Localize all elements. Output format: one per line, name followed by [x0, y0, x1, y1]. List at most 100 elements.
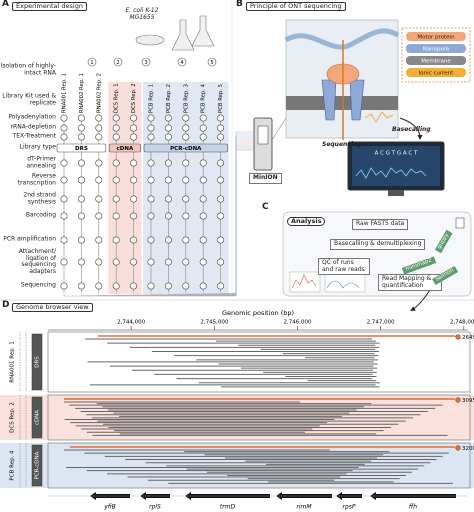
- step-label: Sequencing: [20, 281, 56, 289]
- step-marker: [112, 114, 120, 122]
- step-marker: [164, 282, 172, 290]
- flask-number: 4: [180, 60, 183, 66]
- step-marker: [60, 124, 68, 132]
- connector: [220, 131, 254, 294]
- qc-plot: [326, 280, 360, 289]
- sample-label: PCB Rep. 2: [166, 84, 172, 113]
- step-marker: [217, 133, 225, 141]
- x-tick-label: 2,747,000: [367, 320, 395, 326]
- step-marker: [130, 124, 138, 132]
- gene-label: ffh: [409, 504, 417, 511]
- flask-marker: [113, 57, 123, 67]
- longest-read-label: 2645 bases: [462, 335, 474, 341]
- basecalling-label: Basecalling: [392, 126, 431, 133]
- longest-read-label: 3200 bases: [462, 446, 474, 452]
- step-marker: [164, 236, 172, 244]
- step-marker: [112, 236, 120, 244]
- panel-letter: A: [2, 0, 9, 9]
- step-marker: [130, 133, 138, 141]
- step-marker: [112, 212, 120, 220]
- gene-label: rimM: [296, 504, 312, 511]
- track-type-box: [31, 333, 43, 391]
- step-marker: [95, 176, 103, 184]
- step-marker: [95, 159, 103, 167]
- bases: A C G T G A C T: [375, 151, 418, 157]
- step-marker: [77, 114, 85, 122]
- step-marker: [147, 195, 155, 203]
- step-marker: [60, 282, 68, 290]
- step-marker: [199, 212, 207, 220]
- library-type-box: [143, 143, 228, 153]
- step-marker: [199, 176, 207, 184]
- connector: [116, 143, 254, 296]
- x-tick-label: 2,746,000: [284, 320, 312, 326]
- step-marker: [217, 236, 225, 244]
- step-marker: [77, 133, 85, 141]
- step-marker: [112, 124, 120, 132]
- step-label: Attachment/ ligation of sequencing adapt…: [18, 247, 56, 275]
- track-type-box: [31, 444, 43, 487]
- step-marker: [217, 212, 225, 220]
- signal-trace: [355, 167, 427, 179]
- track-sample: DCS Rep. 2: [10, 402, 16, 433]
- step-marker: [147, 212, 155, 220]
- connector: [81, 147, 254, 296]
- sample-label: DCS Rep. 2: [131, 83, 137, 113]
- step-marker: [182, 133, 190, 141]
- sample-label: PCB Rep. 5: [218, 84, 224, 113]
- step-label: 2nd strand synthesis: [23, 191, 56, 205]
- step-label: rRNA-depletion: [10, 123, 56, 131]
- flask: [191, 15, 215, 47]
- organism: E. coli K-12 MG1655: [125, 7, 159, 21]
- step-marker: [147, 176, 155, 184]
- step-marker: [112, 282, 120, 290]
- arrow: [399, 117, 423, 140]
- track-sample: PCB Rep. 4: [10, 450, 16, 481]
- step-marker: [164, 212, 172, 220]
- step-marker: [217, 195, 225, 203]
- gene-label: rplS: [149, 504, 161, 511]
- step-marker: [182, 124, 190, 132]
- membrane: [286, 96, 398, 110]
- panel-title: Analysis: [287, 217, 326, 226]
- connector: [98, 145, 254, 296]
- step-marker: [199, 258, 207, 266]
- step-marker: [60, 195, 68, 203]
- step-marker: [164, 258, 172, 266]
- axis-label: Genomic position (bp): [222, 309, 294, 317]
- step-marker: [95, 133, 103, 141]
- step-marker: [182, 258, 190, 266]
- step-marker: [77, 258, 85, 266]
- step-marker: [130, 236, 138, 244]
- flask-number: 1: [90, 60, 93, 66]
- step-marker: [77, 176, 85, 184]
- longest-read-label: 3095 bases: [462, 398, 474, 404]
- legend-item: [406, 32, 466, 41]
- step-marker: [182, 159, 190, 167]
- step-marker: [77, 124, 85, 132]
- step-marker: [199, 114, 207, 122]
- step-marker: [147, 159, 155, 167]
- step-marker: [164, 159, 172, 167]
- minion-flowcell: [257, 125, 269, 145]
- panel-title: Principle of ONT sequencing: [246, 2, 346, 11]
- arrow: [410, 289, 431, 312]
- step-marker: [112, 258, 120, 266]
- longest-read-end: [455, 445, 461, 451]
- x-tick-label: 2,745,000: [200, 320, 228, 326]
- flask-number: 5: [210, 60, 213, 66]
- panel-letter: C: [262, 202, 269, 212]
- step-marker: [130, 212, 138, 220]
- track-type: cDNA: [35, 410, 41, 425]
- track-type: DRS: [35, 356, 41, 368]
- device-label: MinION: [249, 173, 282, 184]
- monitor-stand: [388, 190, 404, 196]
- sequencing-label: Sequencing: [322, 141, 362, 148]
- step-marker: [199, 282, 207, 290]
- qc-plot: [291, 274, 317, 289]
- track-sample: RNA001 Rep. 1: [10, 341, 16, 382]
- step-label: Reverse transcription: [17, 172, 56, 186]
- x-tick-label: 2,748,000: [450, 320, 474, 326]
- connector: [150, 139, 254, 295]
